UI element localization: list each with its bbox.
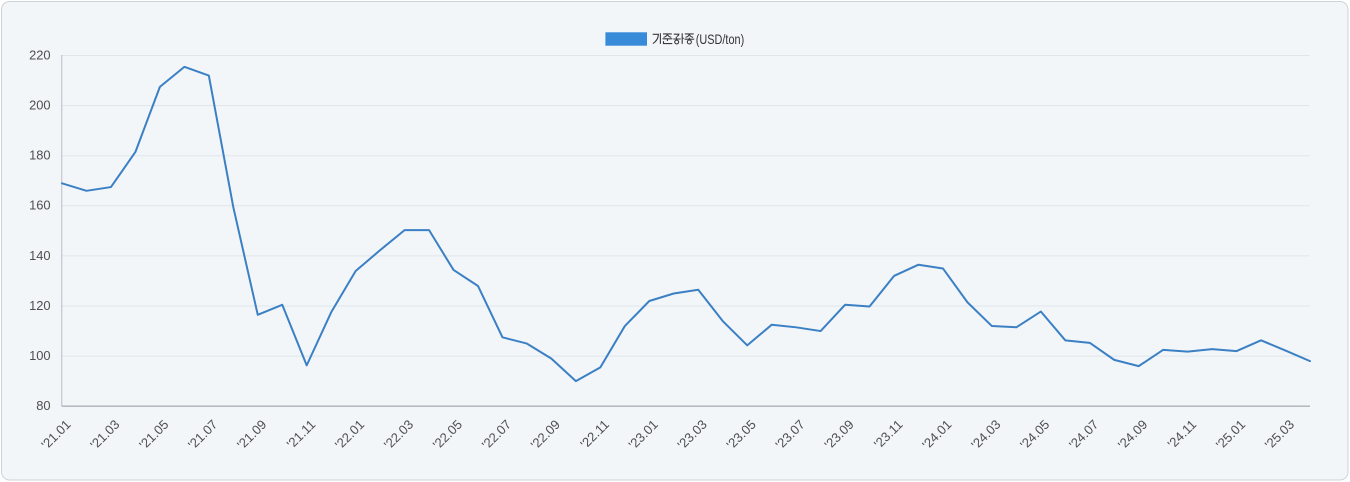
svg-text:220: 220 <box>29 47 51 62</box>
svg-text:(USD/ton): (USD/ton) <box>696 31 744 47</box>
svg-text:200: 200 <box>29 98 51 113</box>
svg-text:140: 140 <box>29 248 51 263</box>
svg-text:160: 160 <box>29 198 51 213</box>
svg-text:80: 80 <box>36 398 50 413</box>
svg-text:120: 120 <box>29 298 51 313</box>
svg-text:100: 100 <box>29 348 51 363</box>
svg-text:180: 180 <box>29 148 51 163</box>
